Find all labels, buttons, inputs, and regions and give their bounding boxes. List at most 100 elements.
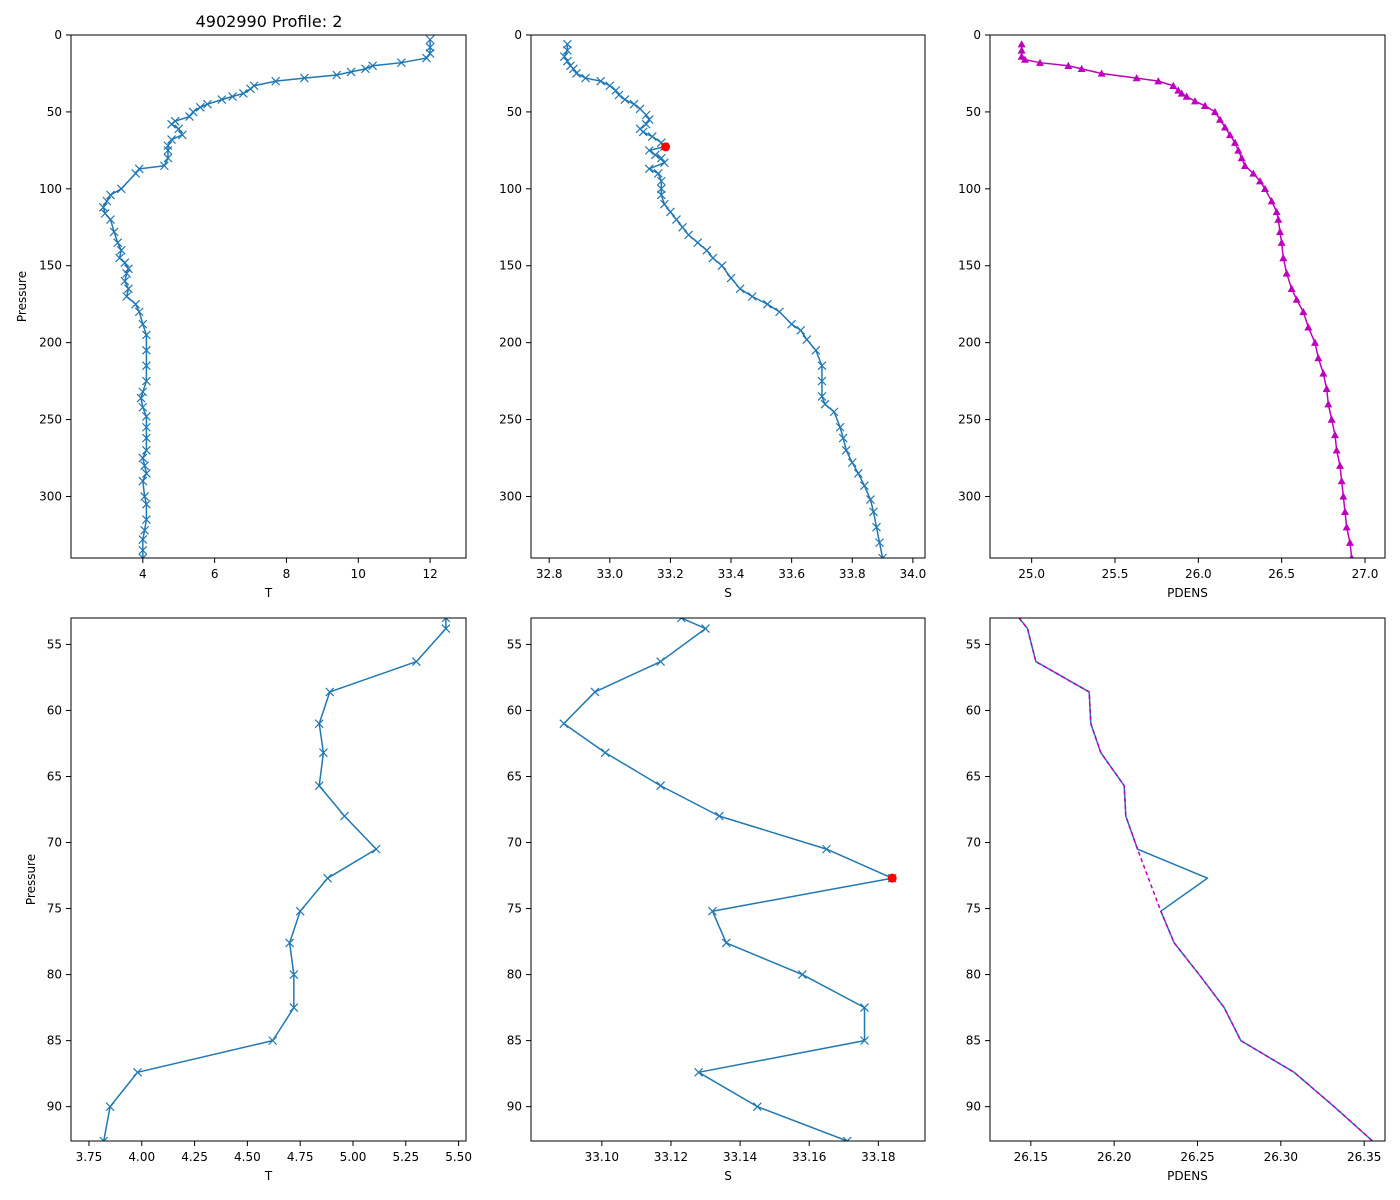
data-point-x-marker [295, 906, 305, 916]
data-point-x-marker [138, 387, 148, 397]
series-line [1018, 618, 1374, 1141]
data-point-x-marker [167, 135, 176, 145]
x-tick-label: 4.75 [287, 1150, 314, 1164]
data-point-x-marker [708, 906, 717, 916]
plot-area [559, 618, 897, 1141]
data-point-x-marker [141, 376, 151, 386]
data-point-x-marker [835, 422, 845, 432]
data-point-triangle-marker [1154, 77, 1163, 85]
data-point-x-marker [134, 164, 144, 174]
data-point-triangle-marker [1319, 369, 1328, 377]
y-tick-label: 75 [47, 902, 62, 916]
data-point-x-marker [138, 553, 148, 558]
y-tick-label: 70 [47, 836, 62, 850]
x-tick-label: 5.25 [392, 1150, 419, 1164]
y-tick-label: 90 [966, 1100, 981, 1114]
data-point-x-marker [217, 95, 227, 105]
data-point-x-marker [802, 335, 812, 344]
y-tick-label: 80 [507, 968, 522, 982]
y-tick-label: 0 [54, 28, 62, 42]
y-tick-label: 150 [958, 259, 981, 273]
data-point-triangle-marker [1132, 74, 1141, 82]
data-point-x-marker [116, 184, 126, 194]
data-point-x-marker [105, 1102, 115, 1112]
data-point-x-marker [600, 748, 610, 758]
series-line [563, 618, 893, 1141]
data-point-x-marker [109, 227, 119, 237]
data-point-x-marker [629, 99, 639, 109]
y-tick-label: 65 [507, 769, 522, 783]
x-tick-label: 26.25 [1180, 1150, 1214, 1164]
x-tick-label: 33.12 [654, 1150, 688, 1164]
x-tick-label: 4.25 [181, 1150, 208, 1164]
data-point-x-marker [817, 376, 827, 386]
data-point-x-marker [325, 687, 335, 697]
data-point-x-marker [620, 95, 630, 105]
data-point-triangle-marker [1191, 97, 1199, 105]
data-point-x-marker [332, 70, 342, 80]
data-point-x-marker [102, 196, 112, 206]
plot-area [99, 618, 451, 1141]
data-point-x-marker [572, 69, 581, 78]
data-point-x-marker [853, 468, 863, 478]
data-point-triangle-marker [1346, 538, 1354, 546]
data-point-triangle-marker [1331, 430, 1339, 439]
data-point-triangle-marker [1341, 507, 1349, 516]
x-tick-label: 26.5 [1268, 567, 1295, 581]
x-tick-label: 25.0 [1018, 567, 1045, 581]
data-point-x-marker [163, 153, 173, 163]
data-point-x-marker [817, 392, 827, 401]
y-tick-label: 55 [47, 637, 62, 651]
data-point-x-marker [177, 130, 187, 140]
data-point-x-marker [672, 215, 681, 225]
data-point-x-marker [878, 553, 887, 558]
x-tick-label: 10 [351, 567, 366, 581]
data-point-triangle-marker [1336, 461, 1344, 469]
data-point-x-marker [131, 299, 141, 309]
x-axis-label: PDENS [1167, 586, 1208, 600]
series-line [102, 39, 431, 558]
data-point-triangle-marker [1077, 64, 1086, 73]
data-point-x-marker [775, 307, 784, 317]
y-tick-label: 200 [958, 336, 981, 350]
y-tick-label: 150 [39, 259, 62, 273]
series-line [103, 618, 447, 1141]
y-tick-label: 300 [499, 489, 522, 503]
y-tick-label: 150 [499, 259, 522, 273]
y-tick-label: 55 [507, 637, 522, 651]
data-point-x-marker [838, 433, 848, 443]
data-point-x-marker [185, 112, 194, 121]
data-point-triangle-marker [1314, 354, 1323, 362]
data-point-x-marker [141, 433, 151, 443]
data-point-triangle-marker [1292, 295, 1301, 303]
data-point-triangle-marker [1211, 107, 1219, 116]
data-point-x-marker [396, 58, 406, 68]
x-tick-label: 26.0 [1185, 567, 1212, 581]
data-point-x-marker [116, 245, 126, 255]
y-tick-label: 250 [958, 413, 981, 427]
data-point-triangle-marker [1017, 52, 1026, 60]
data-point-triangle-marker [1097, 69, 1106, 77]
x-tick-label: 26.35 [1347, 1150, 1381, 1164]
data-point-x-marker [641, 110, 651, 120]
data-point-x-marker [268, 1036, 278, 1046]
plot-area [1018, 618, 1374, 1141]
data-point-triangle-marker [1201, 101, 1209, 109]
data-point-x-marker [441, 618, 451, 623]
data-point-x-marker [665, 207, 675, 217]
data-point-x-marker [562, 56, 572, 66]
data-point-x-marker [796, 325, 806, 335]
data-point-x-marker [747, 292, 757, 301]
data-point-x-marker [138, 545, 148, 555]
data-point-x-marker [425, 49, 435, 58]
data-point-x-marker [659, 199, 669, 209]
figure-title: 4902990 Profile: 2 [196, 12, 343, 31]
axes-frame [989, 34, 1386, 559]
x-tick-label: 27.0 [1352, 567, 1379, 581]
data-point-x-marker [441, 624, 451, 633]
data-point-x-marker [106, 215, 115, 225]
data-point-x-marker [866, 495, 875, 504]
y-tick-label: 85 [966, 1034, 981, 1048]
data-point-triangle-marker [1177, 89, 1186, 97]
top-salinity-panel: 32.8 33.0 33.2 33.4 33.6 33.8 34.0 0 50 100 150 200… [499, 28, 926, 600]
